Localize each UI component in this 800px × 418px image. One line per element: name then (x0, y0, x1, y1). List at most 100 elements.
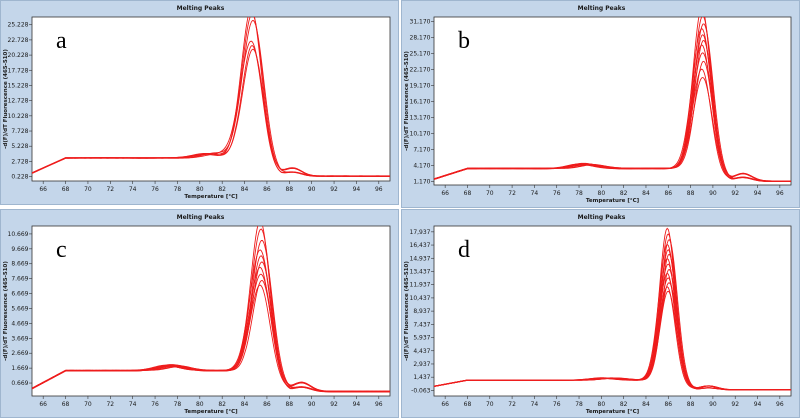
x-tick-label: 86 (263, 186, 271, 193)
x-tick-label: 78 (575, 190, 583, 197)
x-tick-label: 84 (642, 401, 650, 408)
y-tick-label: 4,170 (413, 162, 430, 169)
y-tick-label: -0.063 (411, 387, 431, 394)
y-tick-label: 10,437 (410, 295, 431, 302)
y-tick-label: 22,170 (410, 66, 431, 73)
x-tick-label: 66 (441, 401, 449, 408)
x-tick-label: 66 (39, 186, 47, 193)
y-tick-label: 25.228 (8, 22, 29, 29)
y-tick-label: 5.669 (11, 305, 28, 312)
x-tick-label: 72 (508, 190, 516, 197)
x-tick-label: 96 (375, 186, 383, 193)
x-tick-label: 68 (464, 190, 472, 197)
x-tick-label: 88 (687, 401, 695, 408)
plot-area (31, 225, 391, 397)
y-tick-label: 17.728 (8, 67, 29, 74)
series-group (32, 226, 390, 393)
x-tick-label: 74 (531, 401, 539, 408)
x-axis-label: Temperature [°C] (586, 409, 640, 415)
y-axis-label: -d(F)/dT Fluorescence (465-510) (3, 261, 9, 361)
x-tick-label: 68 (62, 401, 70, 408)
y-tick-label: 0.228 (11, 174, 28, 181)
x-axis-label: Temperature [°C] (184, 409, 238, 415)
y-tick-label: 31,170 (410, 18, 431, 25)
x-tick-label: 78 (174, 401, 182, 408)
y-tick-label: 1,437 (413, 374, 430, 381)
x-tick-label: 78 (575, 401, 583, 408)
x-tick-label: 84 (642, 190, 650, 197)
x-tick-label: 90 (709, 401, 717, 408)
y-tick-label: 5,937 (413, 335, 430, 342)
y-axis-label: -d(F)/dT Fluorescence (465-510) (404, 261, 410, 361)
y-tick-label: 2,937 (413, 361, 430, 368)
chart-svg-c: Melting Peaks 66 68 70 72 74 76 78 80 82 84 86 88 90 9… (3, 214, 391, 415)
x-tick-label: 88 (285, 186, 293, 193)
x-tick-label: 66 (39, 401, 47, 408)
x-tick-label: 96 (776, 401, 784, 408)
y-tick-label: 22.728 (8, 37, 29, 44)
x-tick-label: 78 (174, 186, 182, 193)
y-tick-label: 4,437 (413, 348, 430, 355)
y-axis-label: -d(F)/dT Fluorescence (465-510) (404, 51, 410, 151)
x-tick-label: 94 (754, 401, 762, 408)
x-tick-label: 82 (620, 401, 628, 408)
x-tick-label: 80 (598, 190, 606, 197)
x-tick-label: 84 (241, 186, 249, 193)
y-tick-label: 10.669 (8, 231, 29, 238)
y-tick-label: 7.669 (11, 276, 28, 283)
y-tick-label: 8.669 (11, 261, 28, 268)
x-tick-label: 80 (196, 186, 204, 193)
series-group (32, 17, 390, 177)
y-tick-label: 0.669 (11, 380, 28, 387)
x-tick-label: 82 (218, 401, 226, 408)
y-tick-label: 7,170 (413, 146, 430, 153)
x-tick-label: 94 (754, 190, 762, 197)
x-tick-label: 72 (106, 401, 114, 408)
y-tick-label: 13,437 (410, 268, 431, 275)
x-tick-label: 88 (285, 401, 293, 408)
plot-area (31, 16, 391, 182)
chart-title: Melting Peaks (177, 5, 225, 12)
x-tick-label: 74 (531, 190, 539, 197)
y-tick-label: 17,937 (410, 229, 431, 236)
chart-svg-a: Melting Peaks 66 68 70 72 74 76 78 80 82 84 86 88 90 9… (3, 5, 391, 200)
y-tick-label: 15.228 (8, 82, 29, 89)
x-tick-label: 82 (620, 190, 628, 197)
y-tick-label: 2.669 (11, 350, 28, 357)
panel-letter: a (56, 28, 67, 54)
x-tick-label: 68 (464, 401, 472, 408)
x-tick-label: 70 (84, 401, 92, 408)
y-tick-label: 28,170 (410, 34, 431, 41)
x-tick-label: 82 (218, 186, 226, 193)
chart-panel-c: Melting Peaks 66 68 70 72 74 76 78 80 82 84 86 88 90 9… (0, 209, 399, 418)
x-tick-label: 92 (330, 186, 338, 193)
y-tick-label: 20.228 (8, 52, 29, 59)
series-line (32, 284, 390, 393)
y-tick-label: 5.228 (11, 143, 28, 150)
x-tick-label: 76 (151, 401, 159, 408)
chart-panel-b: Melting Peaks 66 68 70 72 74 76 78 80 82 84 86 88 90 9… (401, 0, 800, 208)
x-tick-label: 92 (731, 190, 739, 197)
chart-title: Melting Peaks (578, 214, 626, 221)
y-tick-label: 3.669 (11, 335, 28, 342)
x-tick-label: 76 (151, 186, 159, 193)
y-tick-label: 6.669 (11, 291, 28, 298)
y-tick-label: 7.728 (11, 128, 28, 135)
series-line (434, 76, 791, 183)
x-tick-label: 84 (241, 401, 249, 408)
x-tick-label: 70 (486, 401, 494, 408)
x-axis-label: Temperature [°C] (586, 198, 640, 204)
series-group (434, 227, 791, 391)
panel-letter: c (56, 237, 67, 263)
series-line (32, 48, 390, 177)
chart-svg-d: Melting Peaks 66 68 70 72 74 76 78 80 82 84 86 88 90 9… (404, 214, 792, 415)
y-tick-label: 1.669 (11, 365, 28, 372)
y-tick-label: 16,437 (410, 242, 431, 249)
x-tick-label: 94 (353, 401, 361, 408)
y-tick-label: 9.669 (11, 246, 28, 253)
x-tick-label: 70 (486, 190, 494, 197)
x-tick-label: 96 (776, 190, 784, 197)
y-tick-label: 8,937 (413, 308, 430, 315)
series-group (434, 17, 791, 183)
